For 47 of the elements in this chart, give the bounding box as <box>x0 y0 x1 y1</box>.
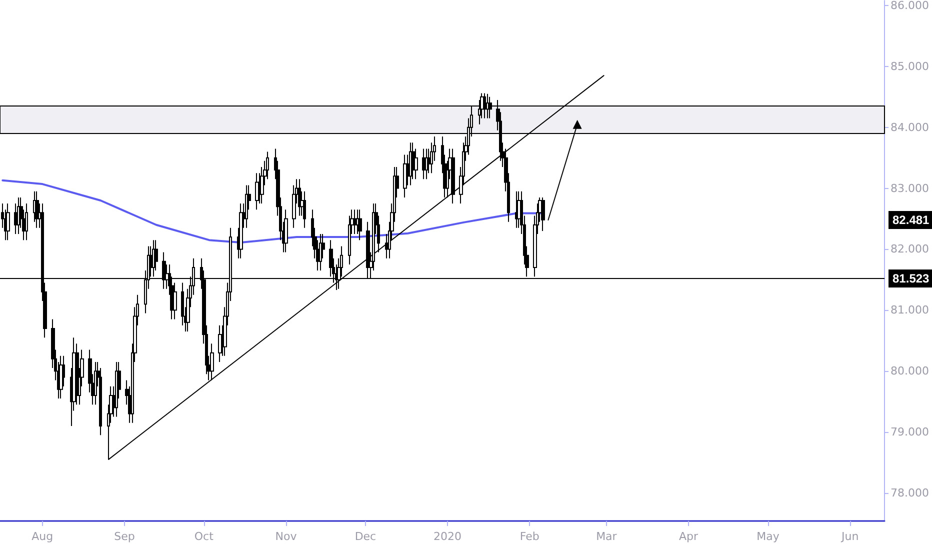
candlestick <box>319 234 322 272</box>
x-tick-label: Mar <box>596 530 618 543</box>
candlestick <box>451 148 455 204</box>
candlestick <box>541 196 545 232</box>
candlestick <box>298 178 301 216</box>
candlestick <box>210 343 214 381</box>
y-tick-label: 86.000 <box>890 0 930 12</box>
x-tick-label: Feb <box>520 530 540 543</box>
x-tick-label: Jun <box>840 530 859 543</box>
x-tick-label: 2020 <box>434 530 462 543</box>
x-tick-label: May <box>756 530 780 543</box>
candlestick <box>35 190 39 228</box>
candlestick <box>515 190 518 228</box>
candlestick <box>6 203 10 241</box>
ref-line-label: 81.523 <box>892 271 930 286</box>
candlestick <box>245 184 248 228</box>
candlestick <box>403 154 407 198</box>
x-tick-label: Oct <box>194 530 214 543</box>
candlestick <box>255 172 259 210</box>
x-tick-label: Aug <box>32 530 54 543</box>
candlestick <box>422 148 425 180</box>
y-tick-label: 83.000 <box>890 182 930 195</box>
y-tick-label: 78.000 <box>890 486 930 500</box>
candlestick <box>358 209 362 241</box>
candlestick <box>239 203 243 259</box>
candlestick <box>25 203 28 241</box>
candlestick <box>284 209 288 253</box>
candlestick <box>425 148 428 180</box>
line-series <box>2 179 544 244</box>
candlestick <box>94 361 97 406</box>
candlestick <box>353 209 357 234</box>
candlestick <box>59 355 63 400</box>
text: 82.481 <box>892 212 930 227</box>
x-tick-label: Dec <box>354 530 376 543</box>
candlestick <box>17 196 20 234</box>
x-tick-label: Apr <box>679 530 699 543</box>
x-tick-label: Sep <box>114 530 135 543</box>
candlestick <box>218 324 222 362</box>
y-tick-label: 82.000 <box>890 242 930 256</box>
y-tick-label: 85.000 <box>890 60 930 73</box>
candlestick <box>115 361 118 418</box>
candlestick <box>303 190 306 228</box>
y-tick-label: 81.000 <box>890 304 930 317</box>
x-tick-label: Nov <box>275 530 298 543</box>
y-tick-label: 84.000 <box>890 120 930 134</box>
y-tick-label: 80.000 <box>890 364 930 378</box>
y-tick-label: 79.000 <box>890 426 930 439</box>
